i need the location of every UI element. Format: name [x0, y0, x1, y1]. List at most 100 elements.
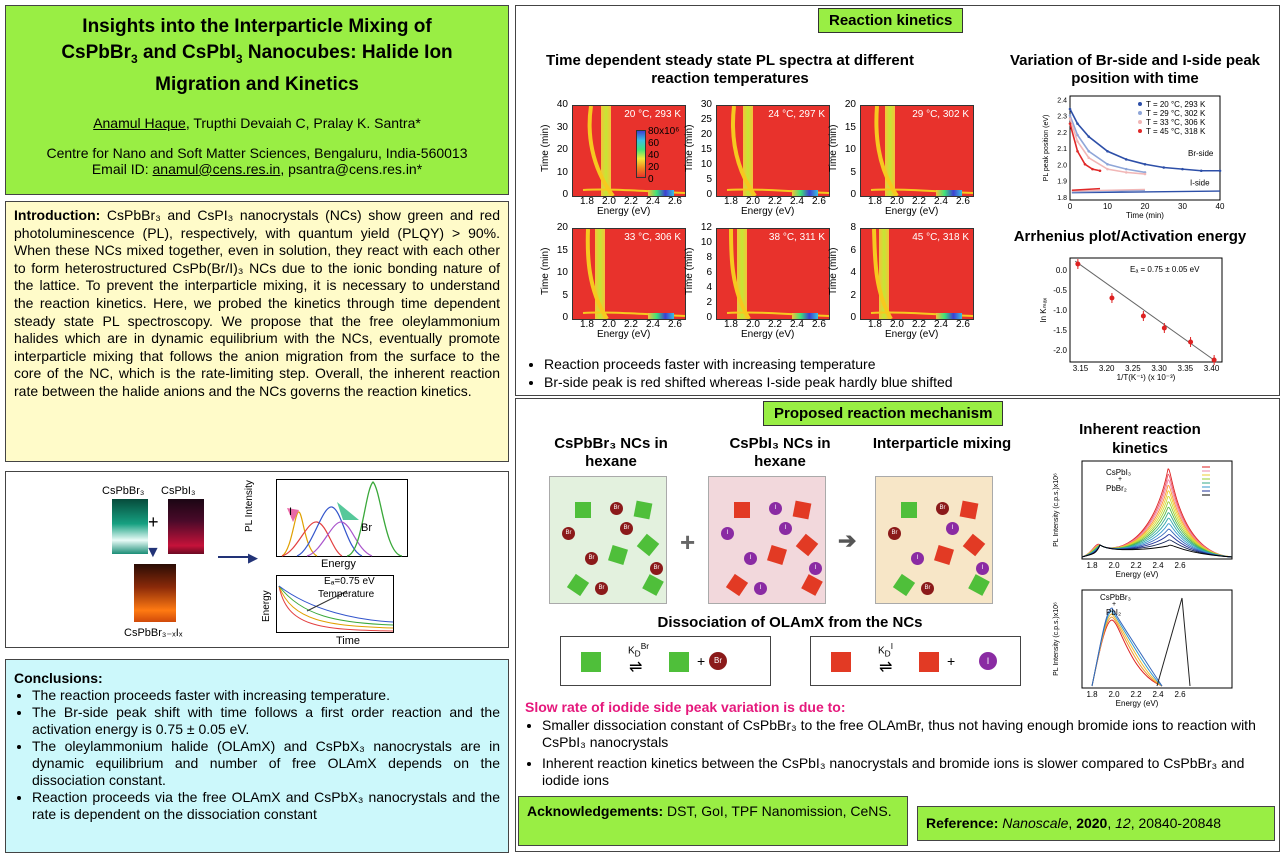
heatmap-ytick: 10	[556, 267, 568, 278]
nanocube	[962, 533, 986, 557]
data-point	[1188, 339, 1194, 345]
data-point	[1076, 149, 1079, 153]
data-point	[1140, 313, 1146, 319]
heatmap-temperature-label: 20 °C, 293 K	[624, 109, 681, 120]
i-side-spot	[648, 313, 674, 319]
nanocube	[636, 533, 660, 557]
green-band	[601, 106, 611, 196]
kinetics-bullet: Reaction proceeds faster with increasing…	[544, 355, 953, 373]
ea-annotation: Eₐ = 0.75 ± 0.05 eV	[1130, 265, 1200, 274]
spectrum-curve	[1081, 534, 1233, 558]
nanocube	[734, 502, 750, 518]
br-side-label: Br-side	[1188, 149, 1214, 158]
halide-ion: Br	[595, 582, 608, 595]
conclusions-label: Conclusions:	[14, 670, 103, 686]
xlabel: Time (min)	[1126, 211, 1164, 220]
heatmap-ytick: 25	[700, 114, 712, 125]
data-point	[1106, 162, 1109, 166]
heatmap-temperature-label: 29 °C, 302 K	[912, 109, 969, 120]
halide-ion: I	[779, 522, 792, 535]
slow-rate-item: Smaller dissociation constant of CsPbBr₃…	[542, 717, 1257, 751]
heatmap-xtick: 1.8	[724, 196, 738, 207]
label-i: I	[289, 506, 293, 518]
heatmap-ytick: 4	[850, 267, 856, 278]
xtick: 0	[1068, 202, 1073, 211]
conclusion-item: Reaction proceeds via the free OLAmX and…	[32, 789, 500, 823]
pl-schematic-ylabel: PL Intensity	[244, 480, 255, 532]
arrow-operator: ➔	[838, 528, 857, 553]
vial-cspbi3-label: CsPbI₃	[161, 485, 196, 497]
col3-title: Interparticle mixing	[872, 435, 1012, 452]
decay-curve	[582, 229, 685, 319]
heatmap-ytick: 10	[844, 144, 856, 155]
heatmap-ytick: 0	[706, 189, 712, 200]
nanocube	[901, 502, 917, 518]
spectrum-curve	[1156, 597, 1191, 687]
heatmap-ytick: 0	[562, 312, 568, 323]
affiliation: Centre for Nano and Soft Matter Sciences…	[46, 144, 468, 161]
halide-ion: Br	[610, 502, 623, 515]
data-point	[1106, 167, 1109, 171]
heatmap-ytick: 15	[844, 121, 856, 133]
heatmap-xlabel: Energy (eV)	[597, 329, 651, 340]
xtick: 3.35	[1178, 364, 1194, 373]
legend-marker	[1138, 111, 1142, 115]
sample-label: PbI₂	[1106, 608, 1121, 617]
temperature-label: Temperature	[318, 589, 375, 600]
title-box: Insights into the Interparticle Mixing o…	[5, 5, 509, 195]
nanocube	[767, 545, 787, 565]
heatmap-plot: 33 °C, 306 K	[572, 228, 686, 320]
spectrum-curve	[1081, 544, 1233, 558]
heatmap-ytick: 20	[700, 129, 712, 140]
green-band	[885, 106, 895, 196]
vial-green	[112, 499, 148, 554]
heatmap-xtick: 2.2	[768, 196, 782, 207]
series-line	[1069, 115, 1146, 174]
decay-curve	[870, 229, 973, 319]
heatmap-xtick: 2.0	[890, 319, 904, 330]
legend-marker	[1138, 129, 1142, 133]
heatmap-plot: 38 °C, 311 K	[716, 228, 830, 320]
data-point	[1124, 167, 1128, 171]
halide-ion: Br	[936, 502, 949, 515]
plot-frame	[1081, 460, 1233, 560]
ytick: -1.5	[1053, 326, 1067, 335]
decay-curve	[582, 106, 685, 196]
heatmap-ytick: 5	[706, 174, 712, 185]
halide-ion: Br	[585, 552, 598, 565]
heatmap-xtick: 2.2	[912, 319, 926, 330]
box-mixed-ncs: Br I Br I Br I	[875, 476, 993, 604]
nanocube	[968, 574, 990, 596]
nanocube	[934, 545, 954, 565]
heatmap-xlabel: Energy (eV)	[741, 206, 795, 217]
nanocube	[725, 573, 749, 597]
xtick: 20	[1141, 202, 1150, 211]
i-side-spot	[792, 190, 818, 196]
heatmap-ytick: 20	[844, 99, 856, 110]
heatmap-ytick: 10	[556, 166, 568, 178]
halide-ion: Br	[888, 527, 901, 540]
heatmap-xtick: 2.2	[624, 319, 638, 330]
green-band	[879, 229, 889, 319]
email-link[interactable]: anamul@cens.res.in	[152, 160, 281, 177]
vial-mixed	[134, 564, 176, 622]
heatmap-temperature-label: 24 °C, 297 K	[768, 109, 825, 120]
heatmap-xtick: 2.4	[790, 196, 804, 207]
heatmap-xtick: 1.8	[868, 196, 882, 207]
legend-entry: T = 45 °C, 318 K	[1146, 127, 1206, 136]
xtick: 3.40	[1204, 364, 1220, 373]
xtick: 10	[1103, 202, 1112, 211]
heatmap-plot: 29 °C, 302 K	[860, 105, 974, 197]
author-link[interactable]: Anamul Haque	[93, 114, 186, 131]
peak-position-chart: 2.4 2.3 2.2 2.1 2.0 1.9 1.80 10 20 30 40 Time (min)…	[1043, 95, 1225, 220]
data-point	[1109, 295, 1115, 301]
i-side-line	[1071, 189, 1146, 193]
data-point	[1068, 107, 1072, 111]
nanocube	[792, 500, 812, 520]
data-point	[1143, 172, 1147, 176]
plus-operator: +	[680, 527, 696, 557]
conclusions-box: Conclusions: The reaction proceeds faste…	[5, 659, 509, 853]
data-point	[1124, 158, 1128, 161]
equilibrium-arrow: ⇌	[629, 659, 643, 676]
data-point	[1076, 140, 1079, 143]
